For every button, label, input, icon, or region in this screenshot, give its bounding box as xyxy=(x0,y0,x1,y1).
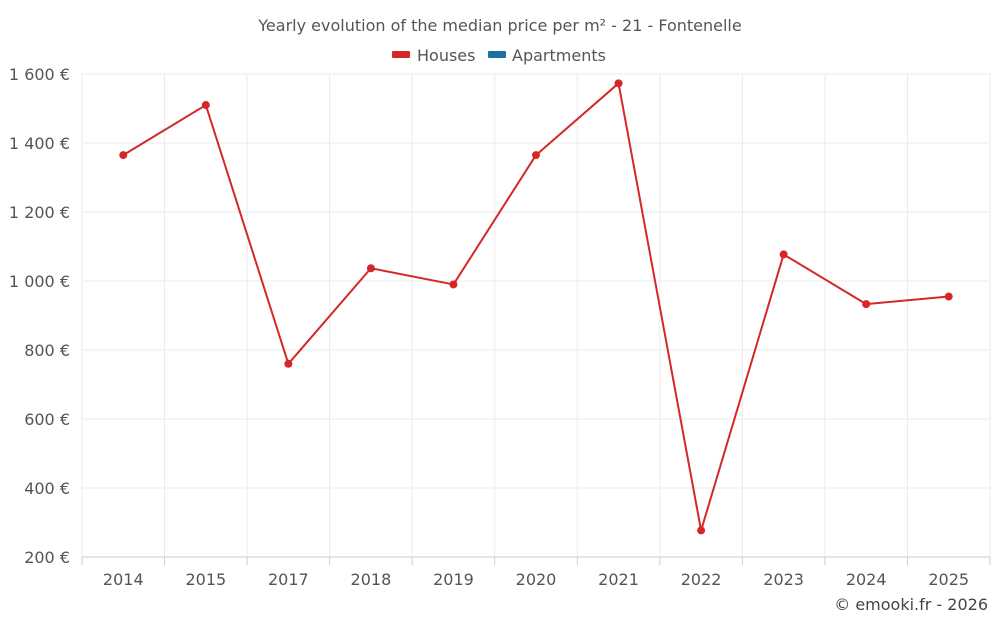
data-point[interactable] xyxy=(862,300,871,309)
x-tick-label: 2022 xyxy=(681,570,722,589)
x-tick-label: 2015 xyxy=(185,570,226,589)
x-axis: 2014 2015 2017 2018 2019 2020 2021 2022 2023 2024… xyxy=(81,557,991,589)
y-tick-label: 600 € xyxy=(24,410,70,429)
x-tick-label: 2019 xyxy=(433,570,474,589)
data-point[interactable] xyxy=(366,264,375,273)
legend-label-apartments[interactable]: Apartments xyxy=(512,46,606,65)
x-tick-label: 2024 xyxy=(846,570,887,589)
credit-text: © emooki.fr - 2026 xyxy=(834,595,988,614)
x-tick-label: 2023 xyxy=(763,570,804,589)
x-tick-label: 2021 xyxy=(598,570,639,589)
y-tick-label: 200 € xyxy=(24,548,70,567)
data-point[interactable] xyxy=(697,526,706,535)
legend-swatch-houses xyxy=(392,51,410,58)
chart-title: Yearly evolution of the median price per… xyxy=(257,16,741,35)
legend: Houses Apartments xyxy=(392,46,606,65)
y-axis: 200 € 400 € 600 € 800 € 1 000 € 1 200 € 1 400 … xyxy=(9,65,70,567)
y-tick-label: 1 200 € xyxy=(9,203,70,222)
y-tick-label: 1 600 € xyxy=(9,65,70,84)
legend-label-houses[interactable]: Houses xyxy=(417,46,475,65)
x-tick-label: 2014 xyxy=(103,570,144,589)
legend-swatch-apartments xyxy=(488,51,506,58)
y-tick-label: 400 € xyxy=(24,479,70,498)
x-tick-label: 2017 xyxy=(268,570,309,589)
data-point[interactable] xyxy=(201,101,210,110)
x-tick-label: 2018 xyxy=(351,570,392,589)
data-point[interactable] xyxy=(944,292,953,301)
data-point[interactable] xyxy=(119,151,128,160)
x-tick-label: 2020 xyxy=(516,570,557,589)
y-tick-label: 1 000 € xyxy=(9,272,70,291)
grid xyxy=(81,73,991,558)
data-point[interactable] xyxy=(779,250,788,259)
y-tick-label: 800 € xyxy=(24,341,70,360)
x-tick-label: 2025 xyxy=(928,570,969,589)
y-tick-label: 1 400 € xyxy=(9,134,70,153)
data-point[interactable] xyxy=(449,280,458,289)
data-point[interactable] xyxy=(532,151,540,160)
data-point[interactable] xyxy=(284,359,293,368)
series xyxy=(119,79,953,535)
data-point[interactable] xyxy=(614,79,623,88)
